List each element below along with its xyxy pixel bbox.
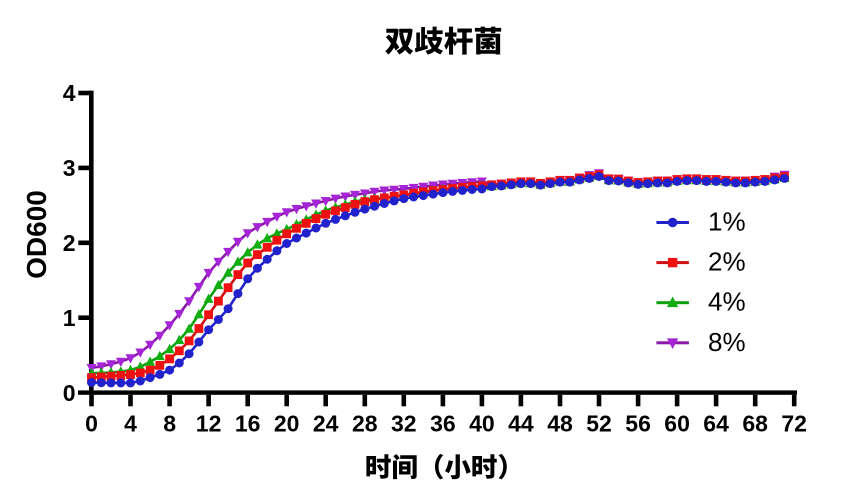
svg-text:0: 0: [63, 380, 76, 406]
svg-text:2%: 2%: [708, 247, 746, 277]
svg-text:20: 20: [274, 411, 300, 437]
svg-text:0: 0: [85, 411, 98, 437]
svg-text:OD600: OD600: [21, 190, 52, 279]
svg-text:16: 16: [235, 411, 261, 437]
svg-text:3: 3: [63, 155, 76, 181]
svg-text:1: 1: [63, 305, 76, 331]
svg-text:64: 64: [703, 411, 729, 437]
svg-text:8%: 8%: [708, 327, 746, 357]
svg-text:48: 48: [547, 411, 573, 437]
svg-text:4: 4: [63, 80, 76, 106]
svg-text:2: 2: [63, 230, 76, 256]
svg-text:52: 52: [586, 411, 612, 437]
svg-text:24: 24: [313, 411, 339, 437]
svg-text:40: 40: [469, 411, 495, 437]
svg-text:44: 44: [508, 411, 534, 437]
svg-text:60: 60: [664, 411, 690, 437]
svg-text:32: 32: [391, 411, 417, 437]
svg-text:4%: 4%: [708, 287, 746, 317]
svg-text:72: 72: [781, 411, 807, 437]
svg-text:68: 68: [742, 411, 768, 437]
svg-text:1%: 1%: [708, 207, 746, 237]
svg-text:8: 8: [163, 411, 176, 437]
svg-text:36: 36: [430, 411, 456, 437]
svg-text:4: 4: [124, 411, 137, 437]
svg-text:28: 28: [352, 411, 378, 437]
svg-text:12: 12: [196, 411, 222, 437]
svg-text:56: 56: [625, 411, 651, 437]
